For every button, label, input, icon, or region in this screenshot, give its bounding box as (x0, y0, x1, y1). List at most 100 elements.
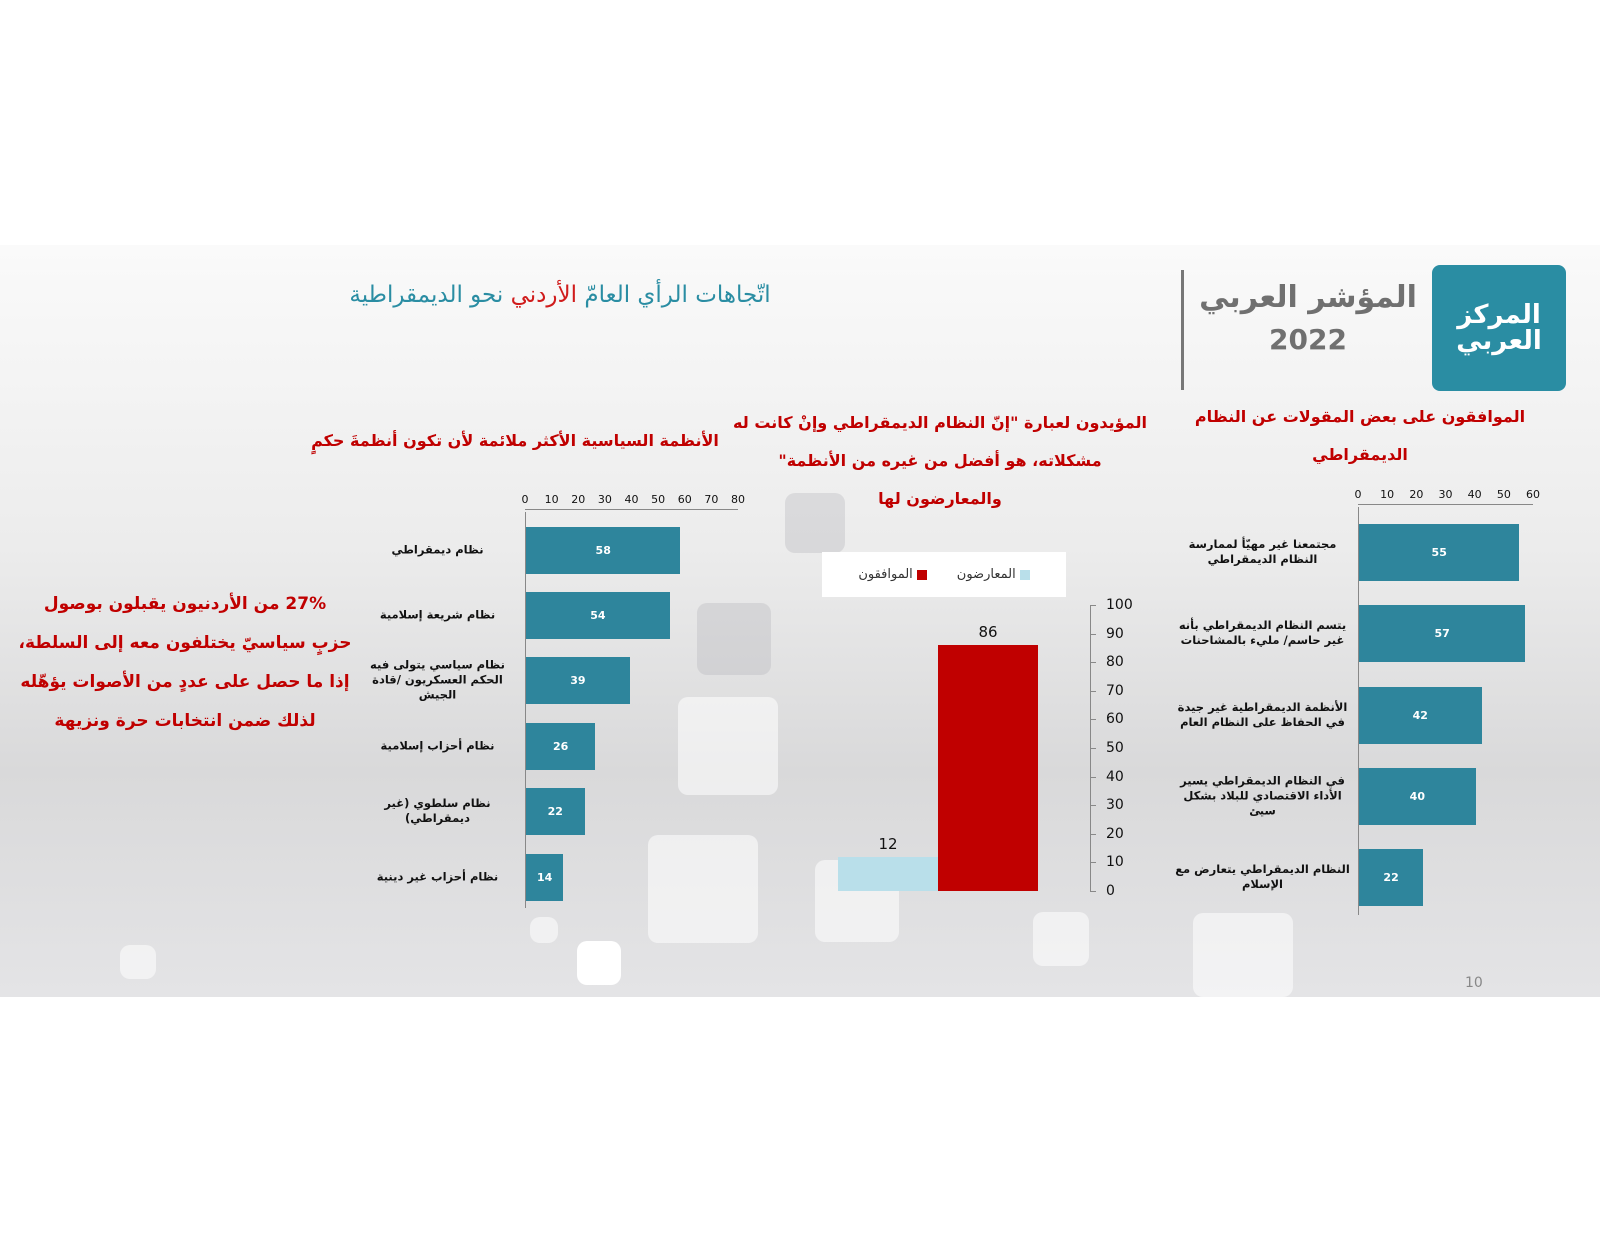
y-tick (1090, 805, 1096, 807)
legend-swatch (916, 569, 927, 580)
divider (1181, 270, 1184, 390)
x-tick-label: 0 (521, 493, 529, 506)
x-axis (1358, 504, 1533, 505)
bar-value-label: 39 (570, 673, 586, 687)
bar-value-label: 54 (590, 608, 606, 622)
decor-square (1193, 913, 1293, 997)
bar: 58 (526, 526, 681, 574)
y-tick-label: 20 (1106, 825, 1124, 842)
brand-year: 2022 (1269, 323, 1347, 356)
chart2-legend: المعارضون الموافقون (822, 552, 1066, 597)
bar-supporters (938, 645, 1038, 891)
x-tick-label: 20 (571, 493, 586, 506)
legend-item-supporters: الموافقون (858, 567, 927, 582)
x-tick-label: 10 (1380, 488, 1395, 501)
bar: 42 (1359, 686, 1482, 744)
y-tick (1090, 605, 1096, 606)
y-tick (1090, 776, 1096, 778)
bar-opponents (838, 856, 938, 891)
slide-background (0, 245, 1600, 997)
category-label: في النظام الديمقراطي يسير الأداء الاقتصا… (1180, 773, 1345, 818)
y-axis (1090, 605, 1091, 891)
category-label: نظام شريعة إسلامية (379, 607, 496, 622)
x-tick-label: 40 (624, 493, 639, 506)
brand-name: المؤشر العربي 2022 (1190, 280, 1426, 356)
legend-item-opponents: المعارضون (957, 567, 1030, 582)
page-number: 10 (1465, 975, 1483, 991)
category-label: نظام أحزاب غير دينية (376, 869, 499, 884)
decor-square (577, 941, 621, 985)
bar: 22 (526, 787, 585, 835)
chart3-title: الموافقون على بعض المقولات عن النظام الدي… (1194, 407, 1526, 464)
y-tick-label: 70 (1106, 682, 1124, 699)
bar: 14 (526, 853, 564, 901)
y-tick-label: 30 (1106, 797, 1124, 814)
logo: المركز العربي (1432, 265, 1566, 391)
bar-value-label: 14 (536, 870, 553, 884)
decor-square (678, 697, 778, 795)
y-tick (1090, 891, 1096, 892)
bar-value-label: 26 (552, 739, 569, 753)
x-tick-label: 30 (597, 493, 612, 506)
category-label: نظام سياسي يتولى فيه الحكم العسكريون /قا… (370, 657, 505, 702)
bar-value-label: 12 (878, 834, 898, 853)
category-label: نظام أحزاب إسلامية (380, 738, 495, 753)
y-tick (1090, 748, 1096, 749)
bar: 22 (1359, 848, 1424, 906)
bar: 55 (1359, 523, 1520, 581)
bar: 26 (526, 722, 596, 770)
bar: 54 (526, 591, 670, 639)
y-tick-label: 40 (1106, 768, 1124, 785)
note-text: 27% من الأردنيون يقبلون بوصول حزبٍ سياسيّ… (18, 594, 352, 731)
y-tick (1090, 719, 1096, 721)
x-tick-label: 60 (677, 493, 692, 506)
bar-value-label: 22 (547, 804, 563, 818)
y-tick (1090, 662, 1096, 664)
y-tick-label: 10 (1106, 854, 1124, 871)
decor-square (785, 493, 845, 553)
category-label: النظام الديمقراطي يتعارض مع الإسلام (1175, 862, 1350, 891)
y-axis (525, 512, 526, 908)
bar: 40 (1359, 767, 1476, 825)
bar-value-label: 58 (595, 543, 611, 557)
decor-square (1033, 912, 1089, 966)
decor-square (530, 917, 558, 943)
y-tick (1090, 833, 1096, 835)
category-label: الأنظمة الديمقراطية غير جيدة في الحفاظ ع… (1177, 700, 1348, 729)
bar: 57 (1359, 604, 1526, 662)
y-tick-label: 60 (1106, 711, 1124, 728)
decor-square (697, 603, 771, 675)
y-tick (1090, 690, 1096, 692)
x-tick-label: 60 (1526, 488, 1540, 501)
category-label: يتسم النظام الديمقراطي بأنه غير حاسم/ مل… (1178, 618, 1347, 647)
y-tick (1090, 633, 1096, 635)
y-tick-label: 0 (1106, 883, 1115, 899)
bar-value-label: 57 (1434, 626, 1450, 640)
bar-value-label: 40 (1409, 789, 1425, 803)
x-tick-label: 50 (1496, 488, 1511, 501)
bar-value-label: 22 (1383, 870, 1399, 884)
x-tick-label: 70 (704, 493, 719, 506)
category-label: نظام سلطوي (غير ديمقراطي) (384, 796, 491, 825)
x-tick-label: 50 (651, 493, 666, 506)
y-tick-label: 90 (1106, 625, 1124, 642)
x-tick-label: 40 (1467, 488, 1482, 501)
bar-value-label: 55 (1431, 545, 1447, 559)
decor-square (648, 835, 758, 943)
slide-title: اتّجاهات الرأي العامّ الأردني نحو الديمق… (349, 282, 771, 308)
x-tick-label: 0 (1354, 488, 1362, 501)
decor-square (120, 945, 156, 979)
y-tick (1090, 862, 1096, 864)
chart2-title: المؤيدون لعبارة "إنّ النظام الديمقراطي و… (733, 413, 1147, 508)
x-tick-label: 20 (1409, 488, 1424, 501)
x-axis (525, 509, 738, 510)
x-tick-label: 30 (1438, 488, 1453, 501)
y-tick-label: 100 (1106, 597, 1133, 613)
bar-value-label: 42 (1412, 708, 1428, 722)
legend-swatch (1019, 569, 1030, 580)
x-tick-label: 80 (731, 493, 745, 506)
bar-value-label: 86 (978, 623, 998, 642)
x-tick-label: 10 (544, 493, 559, 506)
y-axis (1358, 507, 1359, 915)
y-tick-label: 80 (1106, 654, 1124, 671)
